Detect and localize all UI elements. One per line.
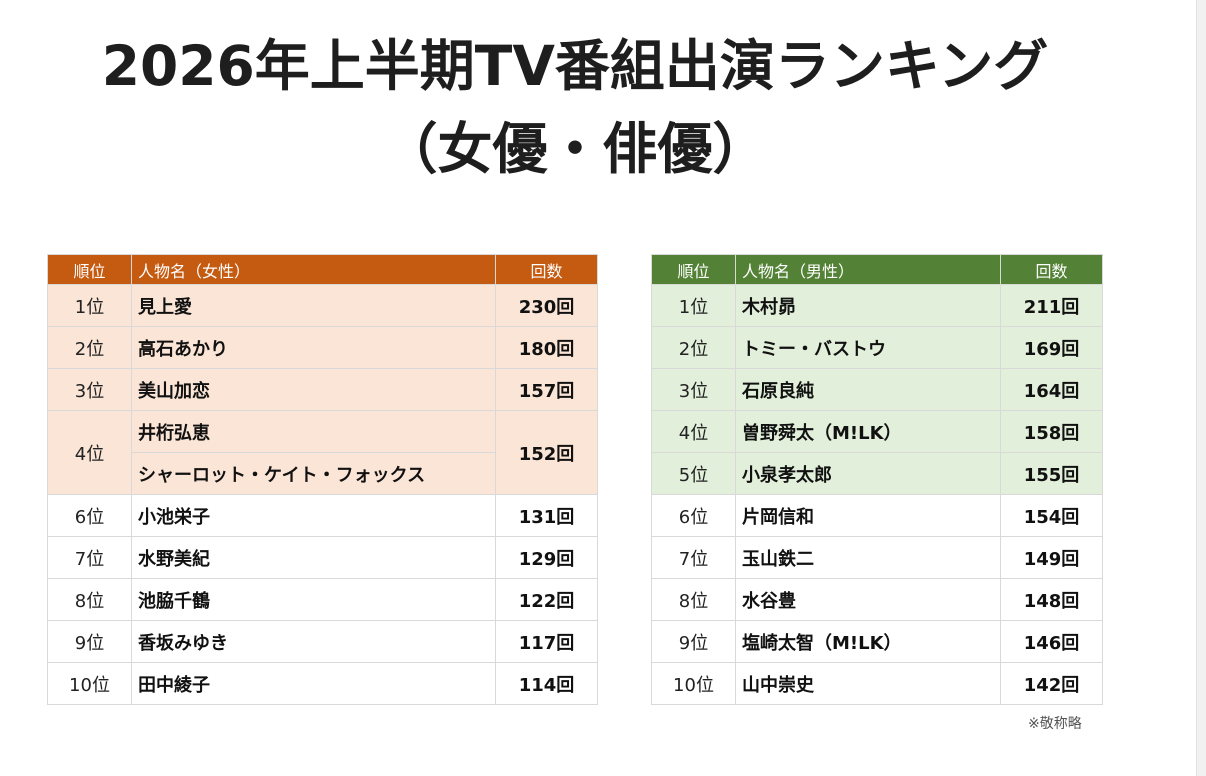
name-cell: 塩崎太智（M!LK） [735, 620, 1001, 663]
name-header: 人物名（男性） [735, 254, 1001, 285]
name-cell: 山中崇史 [735, 662, 1001, 705]
table-row: 3位 美山加恋 157回 [47, 368, 598, 411]
name-cell: 小池栄子 [131, 494, 496, 537]
count-cell: 157回 [495, 368, 598, 411]
count-cell: 122回 [495, 578, 598, 621]
name-cell: トミー・バストウ [735, 326, 1001, 369]
table-row: 7位 玉山鉄二 149回 [651, 536, 1103, 579]
name-cell: 石原良純 [735, 368, 1001, 411]
name-cell: 田中綾子 [131, 662, 496, 705]
name-cell: 水谷豊 [735, 578, 1001, 621]
table-row: 9位 香坂みゆき 117回 [47, 620, 598, 663]
table-row: 6位 小池栄子 131回 [47, 494, 598, 537]
name-cell: 高石あかり [131, 326, 496, 369]
name-cell: 曽野舜太（M!LK） [735, 410, 1001, 453]
name-cell: 水野美紀 [131, 536, 496, 579]
count-cell: 129回 [495, 536, 598, 579]
table-row: 6位 片岡信和 154回 [651, 494, 1103, 537]
rank-cell: 10位 [651, 662, 736, 705]
table-row: 10位 山中崇史 142回 [651, 662, 1103, 705]
page-edge [1196, 0, 1206, 776]
rank-cell: 3位 [651, 368, 736, 411]
name-cell: 玉山鉄二 [735, 536, 1001, 579]
rank-cell: 5位 [651, 452, 736, 495]
table-row: 2位 トミー・バストウ 169回 [651, 326, 1103, 369]
rank-cell: 6位 [47, 494, 132, 537]
male-ranking-table: 順位 人物名（男性） 回数 1位 木村昴 211回 2位 トミー・バストウ 169回 3位石… [651, 254, 1103, 705]
table-row: 1位 見上愛 230回 [47, 284, 598, 327]
name-cell: 香坂みゆき [131, 620, 496, 663]
rank-cell: 2位 [651, 326, 736, 369]
count-cell: 142回 [1000, 662, 1103, 705]
name-cell: 片岡信和 [735, 494, 1001, 537]
rank-cell: 1位 [47, 284, 132, 327]
rank-cell: 1位 [651, 284, 736, 327]
count-cell: 164回 [1000, 368, 1103, 411]
rank-cell: 4位 [47, 410, 132, 495]
rank-cell: 10位 [47, 662, 132, 705]
rank-cell: 9位 [47, 620, 132, 663]
name-header: 人物名（女性） [131, 254, 496, 285]
page-title: 2026年上半期TV番組出演ランキング [101, 34, 1049, 98]
count-cell: 155回 [1000, 452, 1103, 495]
count-cell: 146回 [1000, 620, 1103, 663]
rank-header: 順位 [651, 254, 736, 285]
rank-cell: 8位 [47, 578, 132, 621]
rank-cell: 7位 [47, 536, 132, 579]
name-cell: 小泉孝太郎 [735, 452, 1001, 495]
table-row: 8位 池脇千鶴 122回 [47, 578, 598, 621]
table-row: 7位 水野美紀 129回 [47, 536, 598, 579]
page-subtitle: （女優・俳優） [382, 117, 768, 181]
table-row: 2位 高石あかり 180回 [47, 326, 598, 369]
rank-cell: 7位 [651, 536, 736, 579]
female-ranking-table: 順位 人物名（女性） 回数 1位 見上愛 230回 2位 高石あかり 180回 3位 美山加恋… [47, 254, 598, 705]
rank-cell: 8位 [651, 578, 736, 621]
count-cell: 117回 [495, 620, 598, 663]
table-row: シャーロット・ケイト・フォックス [48, 452, 598, 495]
rank-cell: 6位 [651, 494, 736, 537]
count-cell: 152回 [495, 410, 598, 495]
name-cell: 見上愛 [131, 284, 496, 327]
count-cell: 149回 [1000, 536, 1103, 579]
name-cell: 井桁弘恵 [131, 410, 496, 453]
count-cell: 148回 [1000, 578, 1103, 621]
table-row: 5位 小泉孝太郎 155回 [651, 452, 1103, 495]
name-cell: 木村昴 [735, 284, 1001, 327]
rank-header: 順位 [47, 254, 132, 285]
count-header: 回数 [495, 254, 598, 285]
count-cell: 169回 [1000, 326, 1103, 369]
rank-cell: 9位 [651, 620, 736, 663]
table-row: 4位 曽野舜太（M!LK） 158回 [651, 410, 1103, 453]
table-header-row: 順位 人物名（男性） 回数 [651, 254, 1103, 285]
count-header: 回数 [1000, 254, 1103, 285]
table-row: 4位 井桁弘恵 152回 [47, 410, 598, 495]
table-row: 8位 水谷豊 148回 [651, 578, 1103, 621]
table-row: 1位 木村昴 211回 [651, 284, 1103, 327]
count-cell: 211回 [1000, 284, 1103, 327]
rank-cell: 3位 [47, 368, 132, 411]
table-row: 10位 田中綾子 114回 [47, 662, 598, 705]
table-row: 9位 塩崎太智（M!LK） 146回 [651, 620, 1103, 663]
name-cell: 池脇千鶴 [131, 578, 496, 621]
count-cell: 230回 [495, 284, 598, 327]
honorifics-note: ※敬称略 [1028, 716, 1082, 732]
count-cell: 158回 [1000, 410, 1103, 453]
count-cell: 131回 [495, 494, 598, 537]
count-cell: 154回 [1000, 494, 1103, 537]
count-cell: 114回 [495, 662, 598, 705]
count-cell: 180回 [495, 326, 598, 369]
name-cell: シャーロット・ケイト・フォックス [131, 452, 496, 495]
table-row: 3位 石原良純 164回 [651, 368, 1103, 411]
rank-cell: 4位 [651, 410, 736, 453]
rank-cell: 2位 [47, 326, 132, 369]
table-header-row: 順位 人物名（女性） 回数 [47, 254, 598, 285]
name-cell: 美山加恋 [131, 368, 496, 411]
